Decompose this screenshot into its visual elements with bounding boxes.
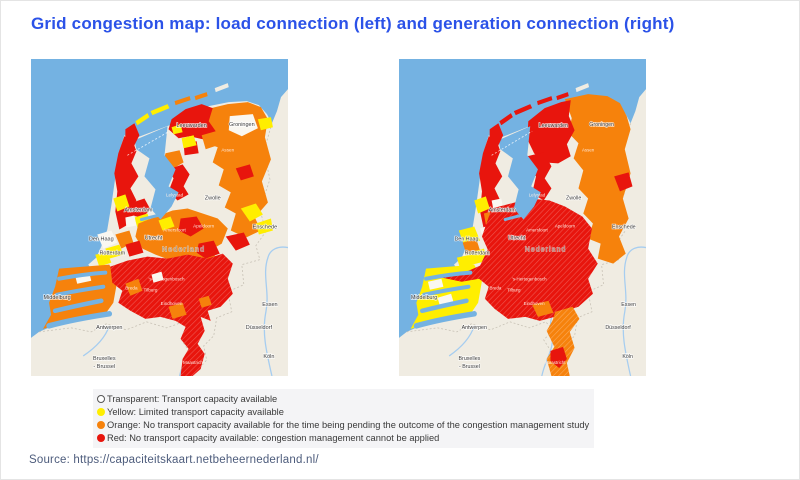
svg-text:Tilburg: Tilburg: [507, 288, 521, 293]
svg-text:Lelystad: Lelystad: [166, 192, 184, 197]
svg-text:Groningen: Groningen: [589, 122, 614, 128]
svg-text:Utrecht: Utrecht: [508, 235, 526, 241]
svg-text:Maastricht: Maastricht: [183, 360, 205, 365]
svg-text:Nederland: Nederland: [162, 247, 205, 254]
water-details: [413, 126, 541, 329]
svg-text:Bruxelles: Bruxelles: [459, 356, 481, 362]
svg-text:Assen: Assen: [582, 147, 595, 152]
source-text: Source: https://capaciteitskaart.netbehe…: [29, 454, 319, 466]
svg-text:Zwolle: Zwolle: [205, 195, 221, 201]
netherlands-map-right: Leeuwarden Groningen Assen Zwolle Lelystad Am…: [399, 59, 646, 376]
svg-text:Utrecht: Utrecht: [145, 236, 163, 242]
svg-text:Bruxelles: Bruxelles: [93, 356, 116, 362]
svg-text:Apeldoorn: Apeldoorn: [555, 223, 576, 228]
svg-text:'s-Hertogenbosch: 's-Hertogenbosch: [149, 277, 185, 282]
svg-text:Amsterdam: Amsterdam: [124, 207, 153, 213]
svg-text:Tilburg: Tilburg: [144, 288, 158, 293]
wadden-islands: [489, 83, 590, 152]
svg-text:Nederland: Nederland: [525, 247, 567, 254]
transparent-swatch-icon: [97, 394, 105, 403]
city-labels: Leeuwarden Groningen Assen Zwolle Lelystad Am…: [43, 122, 278, 371]
map-load-connection: Leeuwarden Groningen Assen Zwolle Lelystad Am…: [31, 59, 288, 376]
svg-text:Den Haag: Den Haag: [455, 236, 479, 242]
legend-label: Orange: No transport capacity available …: [107, 419, 590, 430]
svg-text:Köln: Köln: [622, 354, 633, 360]
svg-text:- Brussel: - Brussel: [93, 364, 115, 370]
svg-text:Antwerpen: Antwerpen: [462, 325, 487, 331]
svg-text:Enschede: Enschede: [253, 225, 277, 231]
svg-text:Antwerpen: Antwerpen: [96, 325, 122, 331]
legend-label: Yellow: Limited transport capacity avail…: [107, 406, 284, 417]
svg-text:Den Haag: Den Haag: [89, 237, 114, 243]
svg-text:Amersfoort: Amersfoort: [526, 227, 548, 232]
svg-text:Köln: Köln: [263, 354, 274, 360]
wadden-islands: [125, 83, 229, 152]
svg-text:Leeuwarden: Leeuwarden: [176, 123, 206, 129]
svg-text:Essen: Essen: [262, 302, 277, 308]
svg-text:Düsseldorf: Düsseldorf: [605, 325, 631, 331]
page-title: Grid congestion map: load connection (le…: [31, 14, 675, 33]
legend-item-red: Red: No transport capacity available: co…: [97, 431, 588, 444]
svg-text:Breda: Breda: [490, 286, 502, 291]
svg-text:Assen: Assen: [221, 147, 234, 152]
svg-text:Groningen: Groningen: [229, 122, 255, 128]
legend: Transparent: Transport capacity availabl…: [93, 389, 594, 448]
congestion-regions: [43, 102, 273, 376]
svg-text:Amersfoort: Amersfoort: [163, 228, 186, 233]
svg-text:Amsterdam: Amsterdam: [489, 207, 517, 213]
svg-text:Middelburg: Middelburg: [43, 295, 70, 301]
red-swatch-icon: [97, 433, 105, 442]
svg-text:Eindhoven: Eindhoven: [161, 301, 183, 306]
svg-text:Apeldoorn: Apeldoorn: [193, 224, 214, 229]
netherlands-map-left: Leeuwarden Groningen Assen Zwolle Lelystad Am…: [31, 59, 288, 376]
svg-text:Lelystad: Lelystad: [529, 192, 546, 197]
svg-text:Rotterdam: Rotterdam: [99, 251, 125, 257]
water-details: [46, 126, 179, 329]
orange-swatch-icon: [97, 420, 105, 429]
svg-text:Breda: Breda: [125, 286, 138, 291]
yellow-swatch-icon: [97, 407, 105, 416]
legend-label: Red: No transport capacity available: co…: [107, 432, 440, 443]
svg-text:Leeuwarden: Leeuwarden: [539, 123, 568, 129]
svg-text:Eindhoven: Eindhoven: [524, 301, 545, 306]
svg-text:Middelburg: Middelburg: [411, 295, 437, 301]
congestion-regions: [410, 94, 633, 376]
svg-text:Maastricht: Maastricht: [545, 360, 566, 365]
city-labels: Leeuwarden Groningen Assen Zwolle Lelystad Am…: [410, 121, 636, 370]
legend-item-yellow: Yellow: Limited transport capacity avail…: [97, 405, 588, 418]
svg-text:Enschede: Enschede: [612, 224, 636, 230]
svg-text:Rotterdam: Rotterdam: [465, 251, 490, 257]
svg-text:Düsseldorf: Düsseldorf: [246, 325, 273, 331]
legend-label: Transparent: Transport capacity availabl…: [107, 393, 278, 404]
legend-item-orange: Orange: No transport capacity available …: [97, 418, 590, 431]
svg-text:- Brussel: - Brussel: [459, 364, 480, 370]
legend-item-transparent: Transparent: Transport capacity availabl…: [97, 392, 588, 405]
svg-text:'s-Hertogenbosch: 's-Hertogenbosch: [512, 277, 547, 282]
map-generation-connection: Leeuwarden Groningen Assen Zwolle Lelystad Am…: [399, 59, 646, 376]
svg-text:Zwolle: Zwolle: [566, 195, 581, 201]
svg-text:Essen: Essen: [621, 302, 636, 308]
